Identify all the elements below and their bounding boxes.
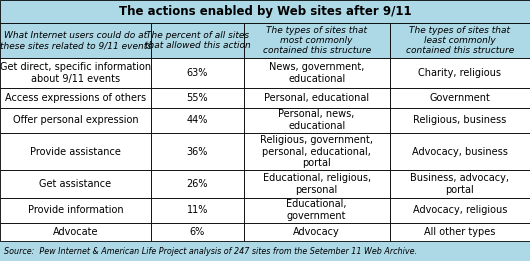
Text: The actions enabled by Web sites after 9/11: The actions enabled by Web sites after 9… <box>119 5 411 18</box>
Text: Get direct, specific information
about 9/11 events: Get direct, specific information about 9… <box>0 62 151 84</box>
Text: Get assistance: Get assistance <box>39 179 112 189</box>
Bar <box>0 88 151 108</box>
Bar <box>151 223 244 241</box>
Text: Advocacy: Advocacy <box>293 227 340 237</box>
Bar <box>244 133 390 170</box>
Text: Educational, religious,
personal: Educational, religious, personal <box>262 173 371 195</box>
Bar <box>244 58 390 88</box>
Text: Advocacy, religious: Advocacy, religious <box>412 205 507 215</box>
Text: All other types: All other types <box>424 227 496 237</box>
Text: 63%: 63% <box>187 68 208 78</box>
Text: 26%: 26% <box>187 179 208 189</box>
Bar <box>0 223 151 241</box>
Bar <box>390 23 530 58</box>
Text: 36%: 36% <box>187 146 208 157</box>
Text: Educational,
government: Educational, government <box>286 199 347 221</box>
Text: Religious, government,
personal, educational,
portal: Religious, government, personal, educati… <box>260 135 373 168</box>
Bar <box>151 58 244 88</box>
Text: News, government,
educational: News, government, educational <box>269 62 364 84</box>
Text: 55%: 55% <box>187 93 208 103</box>
Text: The types of sites that
most commonly
contained this structure: The types of sites that most commonly co… <box>262 26 371 56</box>
Text: Access expressions of others: Access expressions of others <box>5 93 146 103</box>
Text: The percent of all sites
that allowed this action: The percent of all sites that allowed th… <box>145 31 250 50</box>
Text: Advocacy, business: Advocacy, business <box>412 146 508 157</box>
Text: Advocate: Advocate <box>53 227 98 237</box>
Bar <box>0 23 151 58</box>
Text: Offer personal expression: Offer personal expression <box>13 115 138 125</box>
Text: The types of sites that
least commonly
contained this structure: The types of sites that least commonly c… <box>405 26 514 56</box>
Bar <box>0 58 151 88</box>
Text: 44%: 44% <box>187 115 208 125</box>
Bar <box>151 133 244 170</box>
Bar <box>151 108 244 133</box>
Bar <box>151 88 244 108</box>
Bar <box>151 170 244 198</box>
Bar <box>390 198 530 223</box>
Bar <box>390 108 530 133</box>
Bar <box>244 223 390 241</box>
Text: Religious, business: Religious, business <box>413 115 506 125</box>
Bar <box>244 170 390 198</box>
Bar <box>0 108 151 133</box>
Bar <box>244 108 390 133</box>
Bar <box>244 23 390 58</box>
Text: Business, advocacy,
portal: Business, advocacy, portal <box>410 173 509 195</box>
Bar <box>151 198 244 223</box>
Bar <box>390 58 530 88</box>
Bar <box>390 133 530 170</box>
Bar <box>151 23 244 58</box>
Bar <box>0 170 151 198</box>
Text: Source:  Pew Internet & American Life Project analysis of 247 sites from the Set: Source: Pew Internet & American Life Pro… <box>4 247 417 256</box>
Bar <box>244 198 390 223</box>
Bar <box>244 88 390 108</box>
Bar <box>0 133 151 170</box>
Text: Personal, educational: Personal, educational <box>264 93 369 103</box>
Text: What Internet users could do at
these sites related to 9/11 events: What Internet users could do at these si… <box>0 31 152 50</box>
Bar <box>390 88 530 108</box>
Text: Charity, religious: Charity, religious <box>418 68 501 78</box>
Bar <box>0 0 530 23</box>
Text: Government: Government <box>429 93 490 103</box>
Bar <box>390 223 530 241</box>
Bar <box>390 170 530 198</box>
Text: 6%: 6% <box>190 227 205 237</box>
Text: Provide information: Provide information <box>28 205 123 215</box>
Text: Provide assistance: Provide assistance <box>30 146 121 157</box>
Text: 11%: 11% <box>187 205 208 215</box>
Text: Personal, news,
educational: Personal, news, educational <box>278 109 355 131</box>
Bar <box>0 198 151 223</box>
